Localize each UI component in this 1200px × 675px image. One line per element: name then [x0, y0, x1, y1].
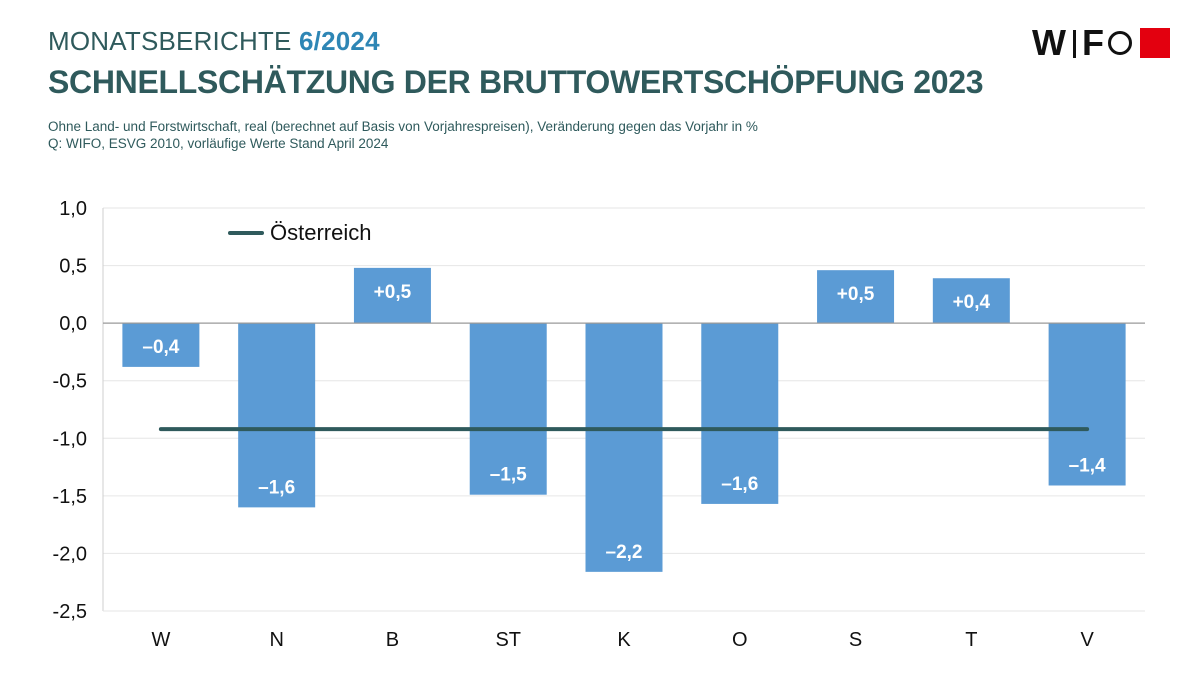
- data-labels: –0,4 –1,6 +0,5 –1,5 –2,2 –1,6 +0,5 +0,4 –1,4: [142, 282, 1106, 563]
- y-tick-label: -1,5: [53, 486, 87, 508]
- bar-o: [701, 323, 779, 504]
- y-tick-label: 0,0: [59, 313, 87, 335]
- x-tick-label: T: [965, 629, 977, 651]
- bars: [122, 267, 1126, 572]
- x-tick-label: K: [617, 629, 631, 651]
- y-tick-label: -2,0: [53, 543, 87, 565]
- x-tick-label: N: [269, 629, 283, 651]
- y-tick-label: 1,0: [59, 198, 87, 220]
- y-tick-label: 0,5: [59, 256, 87, 278]
- bar-v: [1048, 323, 1126, 486]
- x-tick-label: O: [732, 629, 748, 651]
- data-label-s: +0,5: [837, 284, 875, 305]
- report-issue: 6/2024: [299, 26, 380, 56]
- bar-k: [585, 323, 663, 572]
- chart-title: SCHNELLSCHÄTZUNG DER BRUTTOWERTSCHÖPFUNG…: [48, 64, 984, 100]
- data-label-st: –1,5: [490, 465, 527, 486]
- data-label-n: –1,6: [258, 477, 295, 498]
- chart-subtitle: Ohne Land- und Forstwirtschaft, real (be…: [48, 118, 758, 152]
- x-tick-label: V: [1080, 629, 1094, 651]
- subtitle-description: Ohne Land- und Forstwirtschaft, real (be…: [48, 119, 758, 134]
- y-tick-label: -1,0: [53, 428, 87, 450]
- report-series-name: MONATSBERICHTE: [48, 26, 292, 56]
- legend: Österreich: [228, 220, 371, 245]
- y-tick-label: -2,5: [53, 601, 87, 623]
- x-tick-label: ST: [495, 629, 521, 651]
- bar-w: [122, 323, 200, 367]
- bar-b: [353, 267, 431, 324]
- data-label-v: –1,4: [1069, 455, 1106, 476]
- legend-label: Österreich: [270, 220, 371, 245]
- data-label-o: –1,6: [721, 474, 758, 495]
- x-tick-label: W: [151, 629, 170, 651]
- bar-n: [238, 323, 316, 508]
- data-label-t: +0,4: [953, 292, 991, 313]
- bar-st: [469, 323, 547, 495]
- data-label-b: +0,5: [374, 282, 412, 303]
- data-label-k: –2,2: [606, 542, 643, 563]
- x-tick-label: B: [386, 629, 399, 651]
- wifo-logo-o-icon: [1108, 31, 1132, 55]
- axes: 1,00,50,0-0,5-1,0-1,5-2,0-2,5W N B ST K O S T V: [53, 198, 1145, 651]
- data-label-w: –0,4: [142, 337, 179, 358]
- bar-s: [817, 270, 895, 324]
- bar-t: [932, 278, 1010, 324]
- x-tick-label: S: [849, 629, 862, 651]
- report-series: MONATSBERICHTE 6/2024: [48, 26, 380, 57]
- y-tick-label: -0,5: [53, 371, 87, 393]
- wifo-logo-square-icon: [1140, 28, 1170, 58]
- subtitle-source: Q: WIFO, ESVG 2010, vorläufige Werte Sta…: [48, 136, 389, 151]
